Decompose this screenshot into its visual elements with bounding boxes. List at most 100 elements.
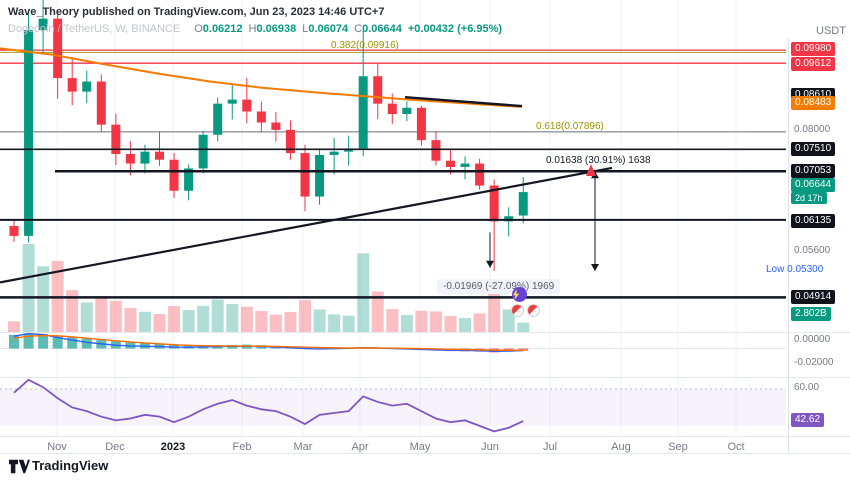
pill-emoji bbox=[511, 304, 524, 317]
candle-body bbox=[300, 153, 310, 197]
volume-bar bbox=[138, 311, 151, 332]
candle-body bbox=[169, 159, 179, 191]
change-value: +0.00432 (+6.95%) bbox=[407, 23, 503, 35]
price-axis-label: 0.05600 bbox=[794, 245, 831, 256]
volume-bar bbox=[153, 314, 166, 332]
volume-bar bbox=[386, 309, 399, 332]
volume-bar bbox=[502, 309, 515, 332]
time-axis-label: 2023 bbox=[160, 441, 186, 453]
pill-emoji bbox=[527, 304, 540, 317]
time-axis-label: Jun bbox=[481, 441, 499, 453]
time-axis-label: May bbox=[409, 441, 431, 453]
candle-body bbox=[285, 129, 295, 154]
macd-histogram-bar bbox=[67, 337, 78, 349]
macd-histogram-bar bbox=[9, 334, 19, 349]
candle-body bbox=[402, 107, 412, 115]
volume-bar bbox=[226, 304, 239, 332]
candle-body bbox=[373, 76, 383, 104]
price-axis-label: 0.08000 bbox=[794, 124, 831, 135]
high-label: H bbox=[248, 23, 257, 35]
candle-body bbox=[82, 81, 92, 92]
time-axis-label: Mar bbox=[293, 441, 313, 453]
candle-body bbox=[155, 151, 164, 160]
volume-bar bbox=[371, 291, 384, 332]
red-up-arrow-marker bbox=[586, 164, 596, 176]
price-axis-label: 0.00000 bbox=[794, 334, 831, 345]
candle-body bbox=[96, 81, 106, 125]
panel-separator bbox=[0, 453, 850, 454]
volume-bar bbox=[197, 305, 210, 332]
trendline bbox=[404, 95, 523, 108]
candle-body bbox=[504, 216, 514, 222]
trendline bbox=[0, 166, 613, 284]
volume-bar bbox=[429, 311, 442, 332]
candle-body bbox=[198, 134, 208, 169]
low-value: 0.06074 bbox=[308, 23, 349, 35]
volume-bar bbox=[299, 300, 311, 332]
candle-body bbox=[9, 225, 19, 236]
volume-bar bbox=[488, 290, 501, 332]
close-label: C bbox=[354, 23, 363, 35]
rsi-band bbox=[0, 389, 786, 426]
candle-body bbox=[184, 168, 194, 191]
candle-body bbox=[315, 154, 325, 197]
candle-body bbox=[489, 185, 499, 222]
fib-618-label: 0.618(0.07896) bbox=[536, 121, 604, 132]
price-axis-label: 0.08483 bbox=[791, 96, 836, 110]
volume-bar bbox=[182, 310, 195, 332]
price-axis-label: Low 0.05300 bbox=[766, 264, 824, 275]
volume-bar bbox=[269, 314, 282, 332]
volume-bar bbox=[342, 315, 355, 332]
candle-body bbox=[24, 30, 34, 236]
symbol-row: Dogecoin / TetherUS, W, BINANCE O0.06212 H… bbox=[8, 23, 502, 35]
macd-signal-line bbox=[13, 334, 524, 352]
price-axis-label: 0.06135 bbox=[791, 214, 836, 228]
macd-histogram-bar bbox=[23, 333, 34, 349]
candle-body bbox=[387, 103, 397, 115]
time-axis-label: Nov bbox=[47, 441, 67, 453]
volume-bar bbox=[459, 318, 472, 332]
volume-bar bbox=[211, 299, 224, 332]
candle-body bbox=[53, 18, 63, 79]
candle-body bbox=[518, 192, 528, 216]
rsi-panel-canvas[interactable] bbox=[0, 378, 786, 436]
macd-histogram-bar bbox=[52, 335, 63, 349]
tradingview-wordmark[interactable]: TradingView bbox=[32, 458, 109, 473]
quote-currency-label: USDT bbox=[816, 25, 846, 37]
candle-body bbox=[140, 151, 150, 164]
volume-bar bbox=[444, 316, 457, 332]
candle-body bbox=[416, 107, 426, 141]
lightning-emoji bbox=[512, 287, 527, 302]
price-axis-border bbox=[788, 38, 789, 453]
fib-382-label: 0.382(0.09916) bbox=[331, 40, 399, 51]
time-axis-label: Sep bbox=[668, 441, 688, 453]
candle-body bbox=[111, 124, 121, 155]
rsi-line bbox=[13, 378, 524, 433]
time-axis-label: Aug bbox=[611, 441, 631, 453]
price-axis-label: 0.07510 bbox=[791, 142, 836, 156]
price-axis-label: 0.07053 bbox=[791, 164, 836, 178]
macd-panel-canvas[interactable] bbox=[0, 333, 786, 377]
volume-bar bbox=[95, 296, 108, 332]
candle-body bbox=[431, 140, 441, 161]
macd-histogram-bar bbox=[38, 334, 49, 349]
candle-body bbox=[125, 154, 135, 164]
volume-bar bbox=[124, 308, 137, 332]
measure-up-label: 0.01638 (30.91%) 1638 bbox=[546, 155, 651, 166]
macd-histogram-bar bbox=[81, 338, 92, 349]
time-axis-label: Oct bbox=[727, 441, 745, 453]
volume-bar bbox=[22, 244, 35, 332]
measure-arrowhead bbox=[591, 263, 599, 271]
panel-separator bbox=[0, 332, 850, 333]
time-axis-label: Apr bbox=[351, 441, 369, 453]
main-chart-canvas[interactable] bbox=[0, 0, 786, 332]
candle-body bbox=[227, 99, 237, 104]
volume-bar bbox=[8, 321, 20, 332]
time-axis-label: Feb bbox=[232, 441, 252, 453]
ma-line bbox=[0, 47, 523, 108]
volume-bar bbox=[473, 313, 486, 332]
volume-bar bbox=[313, 309, 326, 332]
volume-bar bbox=[80, 302, 93, 332]
volume-bar bbox=[240, 306, 253, 332]
open-label: O bbox=[194, 23, 203, 35]
